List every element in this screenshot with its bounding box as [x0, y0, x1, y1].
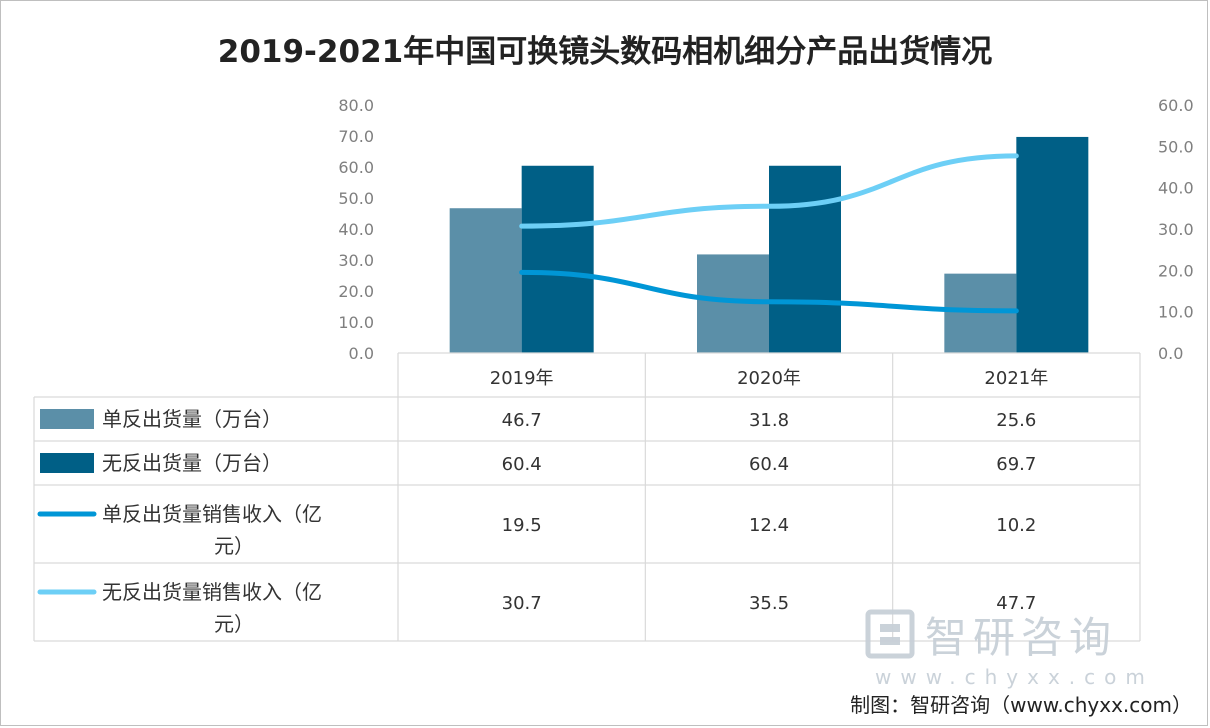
legend-label: 无反出货量（万台）: [102, 451, 282, 475]
left-axis-tick-label: 0.0: [349, 344, 374, 363]
left-axis-tick-label: 10.0: [338, 313, 374, 332]
category-label: 2021年: [984, 368, 1048, 389]
line-mirrorless-revenue: [519, 153, 1019, 229]
legend-key: [40, 453, 94, 473]
watermark: 智研咨询 www.chyxx.com: [865, 609, 1154, 689]
legend-label: 单反出货量（万台）: [102, 407, 282, 431]
bar-mirrorless-3: [1016, 136, 1089, 353]
left-axis-tick-label: 80.0: [338, 96, 374, 115]
category-label: 2020年: [737, 368, 801, 389]
table-cell-value: 25.6: [996, 410, 1036, 431]
legend-label: 元）: [214, 612, 254, 636]
bar-mirrorless-2: [769, 165, 841, 353]
legend-label: 无反出货量销售收入（亿: [102, 580, 322, 604]
left-axis-tick-label: 60.0: [338, 158, 374, 177]
table-cell-value: 47.7: [996, 593, 1036, 614]
right-axis-tick-label: 60.0: [1158, 96, 1194, 115]
table-cell-value: 46.7: [502, 410, 542, 431]
table-cell-value: 31.8: [749, 410, 789, 431]
left-axis: 0.0 10.0 20.0 30.0 40.0 50.0 60.0 70.0 80.0: [338, 96, 374, 363]
left-axis-tick-label: 30.0: [338, 251, 374, 270]
table-cell-value: 30.7: [502, 593, 542, 614]
table-cell-value: 35.5: [749, 593, 789, 614]
source-note: 制图：智研咨询（www.chyxx.com）: [850, 693, 1192, 717]
left-axis-tick-label: 70.0: [338, 127, 374, 146]
table-cell-value: 10.2: [996, 515, 1036, 536]
right-axis-tick-label: 40.0: [1158, 179, 1194, 198]
table-cell-value: 60.4: [749, 454, 789, 475]
table-cell-value: 69.7: [996, 454, 1036, 475]
category-label: 2019年: [490, 368, 554, 389]
watermark-url: www.chyxx.com: [875, 665, 1154, 689]
left-axis-tick-label: 20.0: [338, 282, 374, 301]
bar-mirrorless-1: [521, 165, 594, 353]
bars: [449, 136, 1089, 353]
lines: [519, 153, 1019, 314]
right-axis-tick-label: 0.0: [1158, 344, 1183, 363]
bar-dslr-1: [449, 208, 522, 353]
bar-dslr-3: [944, 273, 1017, 353]
legend-label: 元）: [214, 534, 254, 558]
left-axis-tick-label: 40.0: [338, 220, 374, 239]
right-axis-tick-label: 50.0: [1158, 137, 1194, 156]
legend-key: [40, 409, 94, 429]
watermark-logo-icon: [865, 609, 915, 659]
table-cell-value: 12.4: [749, 515, 789, 536]
chart-title: 2019-2021年中国可换镜头数码相机细分产品出货情况: [218, 34, 992, 70]
table-cell-value: 60.4: [502, 454, 542, 475]
right-axis: 0.0 10.0 20.0 30.0 40.0 50.0 60.0: [1158, 96, 1194, 363]
right-axis-tick-label: 10.0: [1158, 303, 1194, 322]
legend-label: 单反出货量销售收入（亿: [102, 502, 322, 526]
right-axis-tick-label: 30.0: [1158, 220, 1194, 239]
watermark-name: 智研咨询: [925, 613, 1117, 662]
line-dslr-revenue: [519, 269, 1019, 314]
right-axis-tick-label: 20.0: [1158, 261, 1194, 280]
table-cell-value: 19.5: [502, 515, 542, 536]
left-axis-tick-label: 50.0: [338, 189, 374, 208]
